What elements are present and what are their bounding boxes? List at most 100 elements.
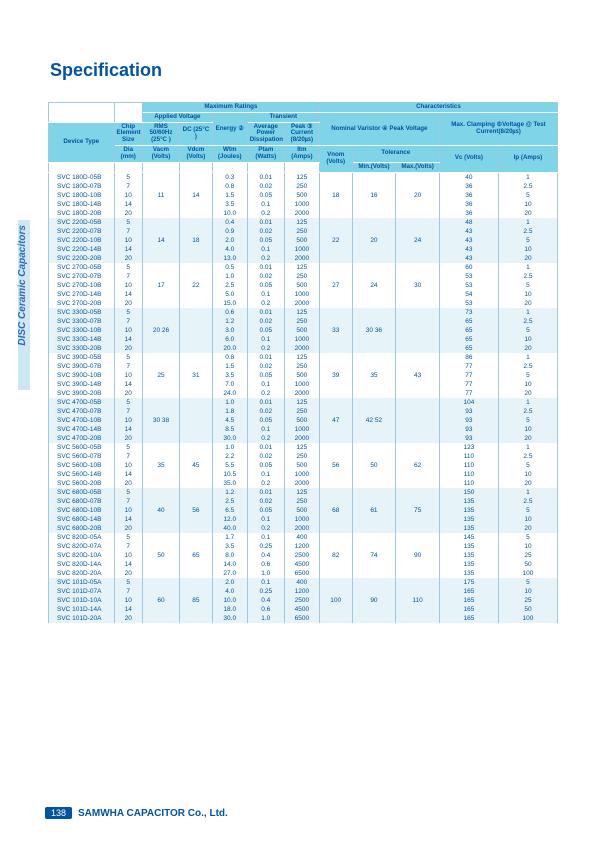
cell-device: SVC 390D-10B <box>49 371 115 380</box>
cell-vdcm <box>180 326 213 335</box>
cell-dia: 20 <box>114 254 142 263</box>
cell-itm: 1000 <box>284 290 319 299</box>
hdr-device-type: Device Type <box>49 122 115 162</box>
cell-device: SVC 180D-10B <box>49 191 115 200</box>
cell-device: SVC 390D-05B <box>49 353 115 362</box>
cell-ptam: 0.1 <box>247 515 284 524</box>
hdr-wtm: Wtm (Joules) <box>212 146 247 163</box>
cell-ip: 10 <box>498 425 557 434</box>
cell-wtm: 10.0 <box>212 209 247 218</box>
cell-dia: 5 <box>114 308 142 317</box>
cell-device: SVC 101D-14A <box>49 605 115 614</box>
hdr-nom-var: Nominal Varistor ④ Peak Voltage <box>319 112 439 145</box>
cell-wtm: 1.0 <box>212 398 247 407</box>
cell-dia: 7 <box>114 497 142 506</box>
cell-wtm: 4.5 <box>212 416 247 425</box>
spec-table-wrap: Maximum Ratings Characteristics Applied … <box>48 102 558 623</box>
cell-itm: 2000 <box>284 344 319 353</box>
cell-device: SVC 270D-05B <box>49 263 115 272</box>
cell-vc: 110 <box>439 470 498 479</box>
cell-itm: 1000 <box>284 200 319 209</box>
cell-ip: 20 <box>498 299 557 308</box>
cell-itm: 1000 <box>284 515 319 524</box>
cell-min: 74 <box>352 551 396 560</box>
hdr-avg-pwr: Average Power Dissipation <box>247 122 284 145</box>
cell-dia: 5 <box>114 218 142 227</box>
hdr-ptam: Ptam (Watts) <box>247 146 284 163</box>
cell-vacm: 30 38 <box>142 416 179 425</box>
cell-vc: 104 <box>439 398 498 407</box>
cell-min: 16 <box>352 191 396 200</box>
cell-vc: 93 <box>439 416 498 425</box>
cell-max: 20 <box>396 191 440 200</box>
table-row: SVC 680D-07B72.50.022501352.5 <box>49 497 558 506</box>
cell-ip: 2.5 <box>498 182 557 191</box>
cell-itm: 4500 <box>284 605 319 614</box>
cell-device: SVC 220D-20B <box>49 254 115 263</box>
cell-wtm: 27.0 <box>212 569 247 578</box>
cell-itm: 500 <box>284 236 319 245</box>
cell-wtm: 10.5 <box>212 470 247 479</box>
cell-itm: 500 <box>284 461 319 470</box>
cell-ptam: 0.25 <box>247 542 284 551</box>
cell-device: SVC 390D-14B <box>49 380 115 389</box>
table-row: SVC 820D-14A1414.00.6450013550 <box>49 560 558 569</box>
cell-ip: 10 <box>498 290 557 299</box>
cell-device: SVC 470D-07B <box>49 407 115 416</box>
cell-ptam: 0.05 <box>247 371 284 380</box>
cell-wtm: 0.9 <box>212 227 247 236</box>
cell-ptam: 0.01 <box>247 218 284 227</box>
table-row: SVC 270D-07B71.00.02250532.5 <box>49 272 558 281</box>
cell-ip: 20 <box>498 344 557 353</box>
cell-itm: 500 <box>284 281 319 290</box>
cell-vc: 43 <box>439 227 498 236</box>
cell-vc: 123 <box>439 443 498 452</box>
cell-wtm: 8.0 <box>212 551 247 560</box>
cell-dia: 7 <box>114 317 142 326</box>
cell-device: SVC 220D-07B <box>49 227 115 236</box>
cell-itm: 400 <box>284 578 319 587</box>
table-row: SVC 820D-07A73.50.25120013510 <box>49 542 558 551</box>
cell-ip: 1 <box>498 263 557 272</box>
table-row: SVC 220D-20B2013.00.220004320 <box>49 254 558 263</box>
cell-vc: 36 <box>439 200 498 209</box>
cell-ptam: 0.05 <box>247 416 284 425</box>
cell-device: SVC 390D-07B <box>49 362 115 371</box>
cell-dia: 14 <box>114 605 142 614</box>
cell-dia: 14 <box>114 470 142 479</box>
cell-vc: 40 <box>439 172 498 182</box>
cell-wtm: 12.0 <box>212 515 247 524</box>
cell-ptam: 0.1 <box>247 533 284 542</box>
cell-vdcm: 85 <box>180 596 213 605</box>
cell-max: 30 <box>396 281 440 290</box>
cell-itm: 2000 <box>284 524 319 533</box>
table-row: SVC 330D-05B50.60.01125731 <box>49 308 558 317</box>
cell-itm: 125 <box>284 263 319 272</box>
cell-dia: 5 <box>114 443 142 452</box>
cell-vc: 65 <box>439 317 498 326</box>
cell-ptam: 0.1 <box>247 578 284 587</box>
hdr-applied-v: Applied Voltage <box>142 112 212 122</box>
cell-ptam: 0.02 <box>247 452 284 461</box>
cell-ptam: 0.05 <box>247 506 284 515</box>
cell-ptam: 0.02 <box>247 227 284 236</box>
cell-ip: 1 <box>498 353 557 362</box>
cell-dia: 14 <box>114 290 142 299</box>
hdr-transient: Transient <box>247 112 319 122</box>
cell-itm: 6500 <box>284 569 319 578</box>
cell-ip: 20 <box>498 524 557 533</box>
cell-wtm: 30.0 <box>212 434 247 443</box>
cell-ip: 5 <box>498 371 557 380</box>
cell-wtm: 35.0 <box>212 479 247 488</box>
cell-ip: 10 <box>498 245 557 254</box>
cell-itm: 250 <box>284 452 319 461</box>
cell-max: 75 <box>396 506 440 515</box>
cell-wtm: 0.6 <box>212 308 247 317</box>
cell-ptam: 0.01 <box>247 443 284 452</box>
cell-vc: 175 <box>439 578 498 587</box>
cell-wtm: 6.5 <box>212 506 247 515</box>
cell-ptam: 0.6 <box>247 560 284 569</box>
cell-wtm: 3.5 <box>212 200 247 209</box>
page-title: Specification <box>50 60 162 81</box>
footer-company: SAMWHA CAPACITOR Co., Ltd. <box>78 808 228 819</box>
